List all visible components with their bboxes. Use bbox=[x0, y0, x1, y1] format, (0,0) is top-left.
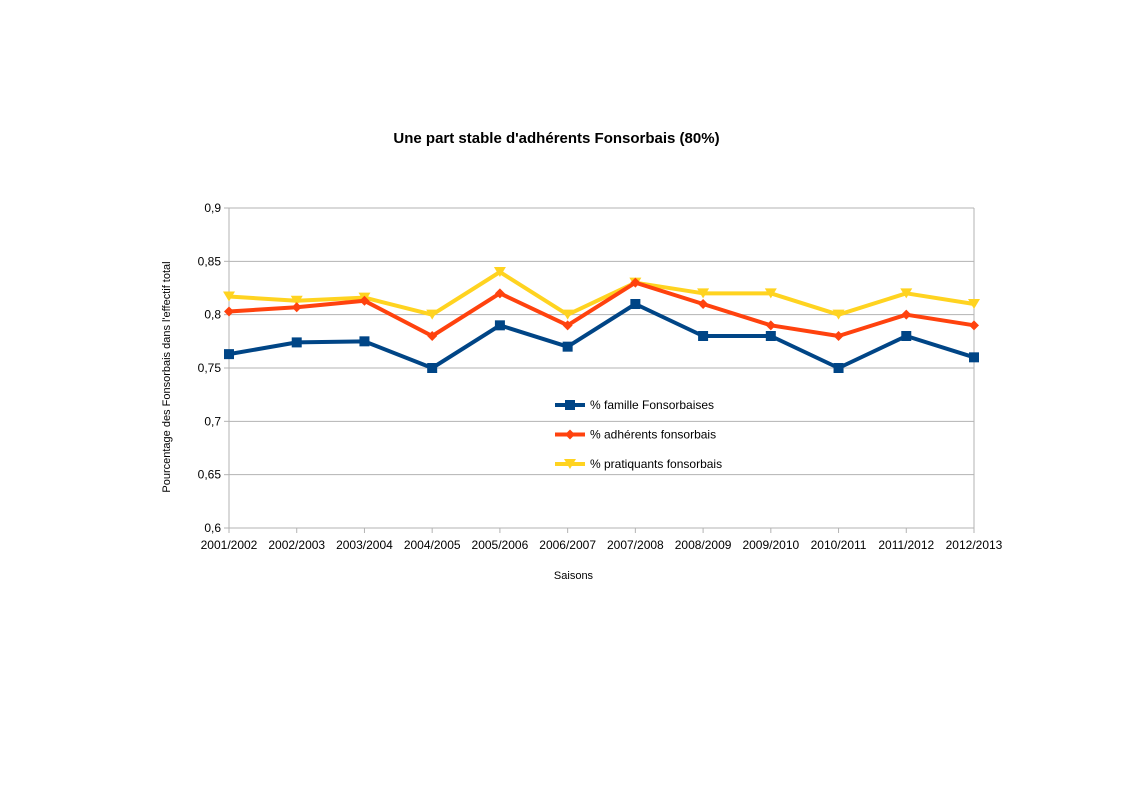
data-point bbox=[427, 363, 438, 373]
series-line bbox=[228, 302, 975, 370]
x-tick-label: 2011/2012 bbox=[878, 538, 934, 552]
chart-title: Une part stable d'adhérents Fonsorbais (… bbox=[393, 130, 720, 147]
data-point bbox=[630, 277, 641, 288]
x-tick-label: 2008/2009 bbox=[675, 538, 732, 552]
data-point bbox=[291, 302, 302, 313]
data-point bbox=[290, 295, 303, 306]
legend-label: % famille Fonsorbaises bbox=[590, 398, 714, 412]
y-tick-label: 0,8 bbox=[204, 308, 221, 322]
data-point bbox=[969, 352, 979, 363]
y-tick-label: 0,75 bbox=[198, 361, 222, 375]
data-point bbox=[764, 288, 777, 299]
data-point bbox=[494, 320, 505, 331]
x-tick-label: 2002/2003 bbox=[268, 538, 325, 552]
x-tick-label: 2003/2004 bbox=[336, 538, 393, 552]
data-point bbox=[968, 299, 980, 309]
data-point bbox=[901, 331, 912, 341]
data-point bbox=[291, 337, 302, 348]
x-tick-label: 2006/2007 bbox=[539, 538, 596, 552]
data-point bbox=[698, 331, 709, 341]
legend-marker bbox=[564, 459, 576, 469]
data-point bbox=[901, 309, 912, 320]
data-point bbox=[765, 331, 776, 341]
data-point bbox=[427, 331, 438, 341]
legend-marker bbox=[565, 429, 575, 440]
data-point bbox=[698, 299, 709, 309]
y-tick-label: 0,7 bbox=[204, 414, 221, 428]
x-tick-label: 2010/2011 bbox=[811, 538, 867, 552]
data-point bbox=[223, 291, 235, 302]
data-point bbox=[359, 336, 370, 347]
data-point bbox=[426, 309, 439, 320]
data-point bbox=[561, 309, 574, 320]
x-tick-label: 2001/2002 bbox=[201, 538, 258, 552]
data-point bbox=[630, 299, 641, 309]
legend-label: % pratiquants fonsorbais bbox=[590, 457, 722, 471]
x-tick-label: 2009/2010 bbox=[742, 538, 799, 552]
data-point bbox=[494, 288, 505, 299]
x-axis-label: Saisons bbox=[554, 570, 594, 582]
data-point bbox=[832, 309, 845, 320]
data-point bbox=[697, 288, 710, 299]
y-tick-label: 0,65 bbox=[198, 468, 222, 482]
y-axis-label: Pourcentage des Fonsorbais dans l'effect… bbox=[161, 261, 173, 492]
data-point bbox=[833, 331, 844, 341]
data-point bbox=[765, 320, 776, 331]
x-tick-label: 2005/2006 bbox=[472, 538, 529, 552]
data-point bbox=[224, 349, 234, 360]
x-tick-label: 2004/2005 bbox=[404, 538, 461, 552]
x-tick-label: 2012/2013 bbox=[946, 538, 1003, 552]
data-point bbox=[833, 363, 844, 373]
data-point bbox=[359, 295, 370, 306]
data-point bbox=[969, 320, 979, 331]
data-point bbox=[493, 267, 506, 277]
series-line bbox=[228, 270, 975, 317]
data-point bbox=[562, 320, 573, 331]
data-point bbox=[900, 288, 913, 299]
legend-marker bbox=[565, 400, 575, 410]
y-tick-label: 0,6 bbox=[204, 521, 221, 535]
legend-label: % adhérents fonsorbais bbox=[590, 428, 716, 442]
x-tick-label: 2007/2008 bbox=[607, 538, 664, 552]
y-tick-label: 0,9 bbox=[204, 201, 221, 215]
data-point bbox=[562, 341, 573, 352]
series-line bbox=[228, 280, 975, 338]
data-point bbox=[224, 306, 234, 317]
y-tick-label: 0,85 bbox=[198, 254, 222, 268]
